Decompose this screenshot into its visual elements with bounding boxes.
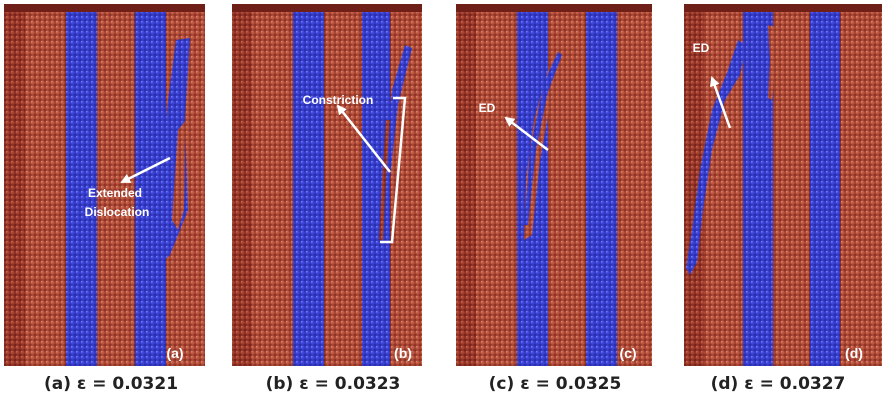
caption-b: (b) ε = 0.0323	[265, 374, 401, 394]
annotation-ed-c: ED	[479, 101, 496, 115]
panel-d	[684, 4, 882, 366]
caption-c: (c) ε = 0.0325	[488, 374, 622, 394]
dislocation-red-region	[524, 45, 565, 240]
dislocation-blue-region	[686, 40, 746, 275]
annotation-ed-d: ED	[693, 41, 710, 55]
annotation-dislocation: Dislocation	[85, 205, 150, 219]
panel-c	[456, 4, 652, 366]
dislocation-blue-region	[365, 45, 412, 282]
panel-tag-b: (b)	[394, 345, 412, 361]
annotation-extended: Extended	[88, 186, 142, 200]
panel-tag-a: (a)	[166, 345, 183, 361]
annotation-constriction: Constriction	[303, 93, 374, 107]
panel-tag-c: (c)	[619, 345, 636, 361]
panel-a	[4, 4, 205, 366]
caption-a: (a) ε = 0.0321	[43, 374, 179, 394]
panel-b	[232, 4, 422, 366]
panel-tag-d: (d)	[845, 345, 863, 361]
caption-d: (d) ε = 0.0327	[710, 374, 846, 394]
annotation-arrows	[120, 76, 732, 244]
